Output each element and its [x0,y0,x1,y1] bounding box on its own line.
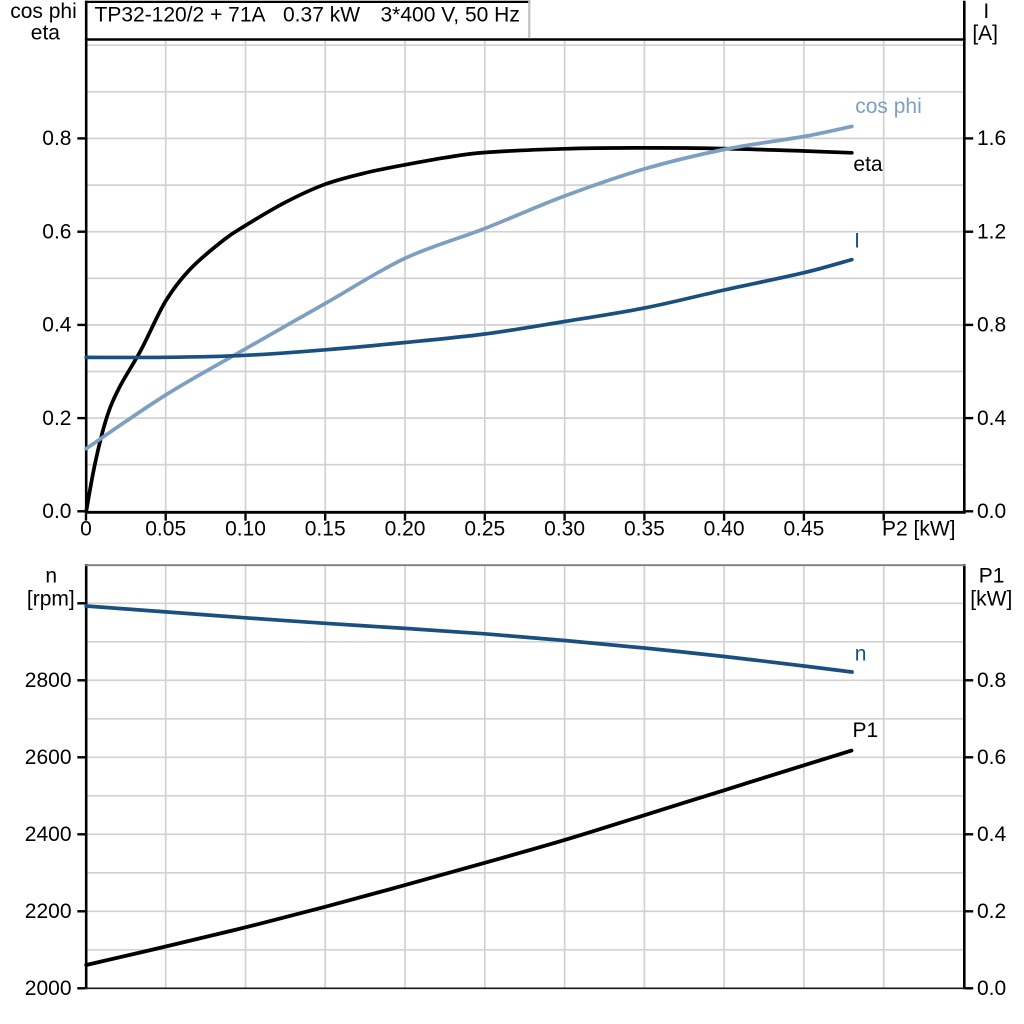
svg-text:0.05: 0.05 [145,518,186,541]
svg-text:cos phi: cos phi [855,95,922,118]
svg-text:eta: eta [853,153,883,176]
svg-text:1.6: 1.6 [977,127,1006,150]
svg-text:2400: 2400 [25,823,72,846]
svg-text:2000: 2000 [25,977,72,1000]
svg-text:I: I [854,229,860,252]
svg-text:0.37 kW: 0.37 kW [283,3,360,26]
svg-text:2800: 2800 [25,669,72,692]
svg-text:0.15: 0.15 [305,518,346,541]
svg-text:[kW]: [kW] [970,588,1012,611]
svg-text:0.4: 0.4 [977,407,1007,430]
svg-text:0.6: 0.6 [42,221,71,244]
svg-text:0.8: 0.8 [977,314,1006,337]
svg-text:0.0: 0.0 [977,977,1006,1000]
svg-text:2200: 2200 [25,900,72,923]
svg-text:0.20: 0.20 [385,518,426,541]
svg-text:0: 0 [80,518,92,541]
svg-text:0.6: 0.6 [977,746,1006,769]
svg-text:0.35: 0.35 [624,518,665,541]
svg-text:P1: P1 [979,565,1005,588]
svg-text:[A]: [A] [972,22,998,45]
svg-text:n: n [45,565,57,588]
svg-text:0.2: 0.2 [977,900,1006,923]
svg-text:TP32-120/2 + 71A: TP32-120/2 + 71A [95,3,266,26]
svg-text:3*400 V, 50 Hz: 3*400 V, 50 Hz [381,3,520,26]
svg-text:[rpm]: [rpm] [27,588,75,611]
svg-text:1.2: 1.2 [977,221,1006,244]
svg-text:0.40: 0.40 [704,518,745,541]
svg-text:0.45: 0.45 [783,518,824,541]
svg-text:0.4: 0.4 [42,314,72,337]
svg-text:I: I [983,0,989,23]
svg-text:0.0: 0.0 [977,500,1006,523]
svg-text:2600: 2600 [25,746,72,769]
svg-text:0.10: 0.10 [225,518,266,541]
svg-text:0.4: 0.4 [977,823,1007,846]
svg-text:0.30: 0.30 [544,518,585,541]
svg-text:P2 [kW]: P2 [kW] [882,518,956,541]
svg-text:0.8: 0.8 [42,127,71,150]
svg-text:0.2: 0.2 [42,407,71,430]
svg-text:0.8: 0.8 [977,669,1006,692]
svg-text:0.25: 0.25 [464,518,505,541]
svg-text:n: n [855,643,867,666]
svg-text:0.0: 0.0 [42,500,71,523]
svg-text:P1: P1 [853,719,879,742]
svg-text:cos phi: cos phi [10,0,77,23]
svg-text:eta: eta [31,22,61,45]
